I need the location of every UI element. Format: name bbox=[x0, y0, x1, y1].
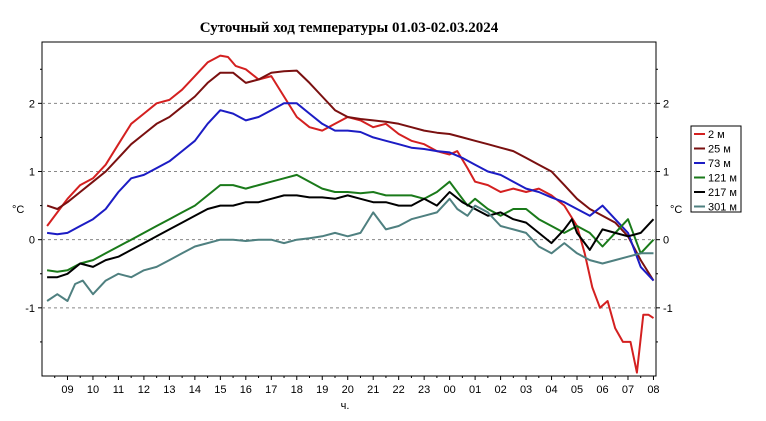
x-tick-label: 17 bbox=[265, 384, 277, 396]
x-tick-label: 14 bbox=[189, 384, 201, 396]
x-tick-label: 08 bbox=[647, 384, 659, 396]
series-line-6 bbox=[46, 197, 654, 302]
legend-box bbox=[690, 125, 742, 213]
legend-label-1: 2 м bbox=[708, 129, 725, 141]
x-tick-label: 10 bbox=[87, 384, 99, 396]
x-tick-label: 21 bbox=[367, 384, 379, 396]
x-tick-label: 18 bbox=[291, 384, 303, 396]
x-tick-label: 16 bbox=[240, 384, 252, 396]
x-tick-label: 03 bbox=[520, 384, 532, 396]
x-tick-label: 05 bbox=[571, 384, 583, 396]
axis-ticks: -1 -10 01 12 209 10 11 12 13 14 15 16 17 18 19 20 21 22 23… bbox=[25, 68, 673, 396]
x-tick-label: 09 bbox=[61, 384, 73, 396]
y-axis-label-right: °C bbox=[670, 204, 682, 216]
y-tick-label-left: 1 bbox=[29, 167, 35, 179]
x-tick-label: 12 bbox=[138, 384, 150, 396]
x-tick-label: 04 bbox=[545, 384, 557, 396]
legend: 2 м 25 м 73 м 121 м 217 м 301 м bbox=[690, 125, 742, 214]
x-tick-label: 15 bbox=[214, 384, 226, 396]
y-tick-label-right: 1 bbox=[663, 167, 669, 179]
x-tick-label: 06 bbox=[596, 384, 608, 396]
series-lines bbox=[46, 54, 655, 374]
x-tick-label: 07 bbox=[622, 384, 634, 396]
series-line-5 bbox=[47, 191, 655, 279]
y-tick-label-left: -1 bbox=[25, 303, 35, 315]
plot-frame bbox=[41, 41, 657, 377]
y-tick-label-right: -1 bbox=[663, 303, 673, 315]
x-tick-label: 00 bbox=[444, 384, 456, 396]
series-line-2 bbox=[46, 69, 655, 282]
y-tick-label-right: 0 bbox=[663, 235, 669, 247]
series-line-3 bbox=[46, 102, 655, 282]
legend-label-5: 217 м bbox=[708, 187, 737, 199]
y-tick-label-right: 2 bbox=[663, 98, 669, 110]
x-axis-label: ч. bbox=[341, 400, 350, 412]
legend-label-4: 121 м bbox=[708, 173, 737, 185]
x-tick-label: 19 bbox=[316, 384, 328, 396]
chart-title: Суточный ход температуры 01.03-02.03.202… bbox=[200, 20, 499, 36]
x-tick-label: 11 bbox=[113, 384, 124, 396]
x-tick-label: 13 bbox=[163, 384, 175, 396]
series-line-1 bbox=[46, 54, 655, 374]
x-tick-label: 01 bbox=[469, 384, 481, 396]
x-tick-label: 20 bbox=[342, 384, 354, 396]
y-tick-label-left: 2 bbox=[29, 98, 35, 110]
y-tick-label-left: 0 bbox=[29, 235, 35, 247]
series-line-4 bbox=[46, 173, 655, 273]
legend-label-2: 25 м bbox=[708, 144, 731, 156]
legend-label-6: 301 м bbox=[708, 202, 737, 214]
legend-label-3: 73 м bbox=[708, 158, 731, 170]
y-axis-label-left: °C bbox=[12, 204, 24, 216]
x-tick-label: 22 bbox=[393, 384, 405, 396]
x-tick-label: 02 bbox=[494, 384, 506, 396]
x-tick-label: 23 bbox=[418, 384, 430, 396]
